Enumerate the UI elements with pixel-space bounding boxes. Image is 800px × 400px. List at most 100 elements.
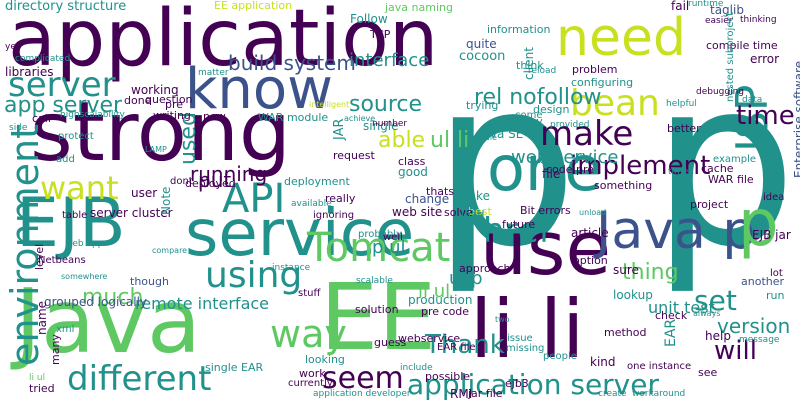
- cloud-word: build system: [228, 51, 356, 75]
- cloud-word: way: [270, 312, 347, 356]
- cloud-word: currently: [288, 378, 333, 389]
- cloud-word: thing: [622, 260, 679, 285]
- cloud-word: file: [542, 167, 561, 181]
- cloud-word: Bit errors: [520, 204, 571, 217]
- cloud-word: deployment: [284, 175, 350, 188]
- cloud-word: set: [694, 284, 737, 317]
- cloud-word: remote interface: [135, 294, 270, 313]
- cloud-word: will: [714, 336, 757, 366]
- cloud-word: deployed: [185, 177, 236, 190]
- cloud-word: intelligent: [309, 100, 350, 109]
- cloud-word: directory structure: [5, 0, 127, 14]
- cloud-word: module: [467, 133, 497, 142]
- cloud-word: make: [540, 114, 634, 154]
- cloud-word: seem: [322, 361, 404, 396]
- cloud-word: want: [40, 169, 119, 207]
- cloud-word: dont: [170, 176, 193, 187]
- cloud-word: server: [8, 65, 116, 105]
- cloud-word: production: [408, 293, 473, 307]
- cloud-word: li ul: [29, 373, 46, 383]
- cloud-word: table: [62, 210, 88, 221]
- cloud-word: data: [742, 95, 763, 105]
- cloud-word: unit test: [648, 298, 715, 317]
- cloud-word: name: [35, 300, 49, 335]
- cloud-word: EE application: [214, 0, 293, 12]
- cloud-word: lot: [770, 268, 783, 279]
- cloud-word: web site: [392, 205, 443, 219]
- cloud-word: li ul: [418, 281, 451, 302]
- cloud-word: highscalability: [60, 110, 125, 120]
- cloud-word: TCP: [370, 28, 391, 41]
- cloud-word: ignoring: [313, 210, 355, 221]
- cloud-word: lookup: [613, 288, 653, 302]
- cloud-word: check: [655, 309, 688, 322]
- cloud-word: possible: [425, 370, 471, 383]
- cloud-word: application: [8, 0, 439, 84]
- cloud-word: error: [750, 52, 780, 66]
- cloud-word: two: [495, 315, 510, 324]
- cloud-word: application server: [407, 368, 659, 400]
- cloud-word: work: [299, 367, 326, 380]
- cloud-word: protect: [58, 131, 94, 142]
- cloud-word: ul li: [430, 128, 470, 153]
- cloud-word: need: [556, 8, 686, 68]
- cloud-word: p p: [432, 31, 798, 298]
- cloud-word: able: [378, 128, 426, 153]
- cloud-word: use: [480, 206, 611, 292]
- cloud-word: writing: [153, 109, 191, 122]
- cloud-word: Follow: [350, 12, 388, 26]
- cloud-word: compare: [152, 246, 188, 255]
- cloud-word: EAR file: [437, 342, 476, 353]
- cloud-word: though: [130, 275, 169, 288]
- cloud-word: call: [32, 112, 51, 125]
- cloud-word: better: [667, 122, 701, 135]
- cloud-word: idea: [763, 192, 785, 203]
- cloud-word: single: [363, 119, 399, 133]
- cloud-word: WAR file: [708, 173, 754, 186]
- cloud-word: scalable: [356, 276, 393, 286]
- cloud-word: looking: [305, 353, 345, 366]
- cloud-word: solve: [444, 206, 473, 219]
- cloud-word: well: [383, 232, 403, 243]
- cloud-word: something: [594, 179, 653, 192]
- cloud-word: people: [543, 351, 577, 362]
- cloud-word: know: [185, 57, 333, 122]
- cloud-word: probably: [358, 229, 402, 240]
- cloud-word: rel nofollow: [474, 85, 602, 110]
- cloud-word: server cluster: [90, 206, 173, 220]
- cloud-word: API: [222, 176, 286, 222]
- cloud-word: really: [325, 192, 356, 205]
- cloud-word: workaround: [632, 389, 686, 399]
- cloud-word: Tomcat: [307, 225, 451, 271]
- cloud-word: problem: [572, 63, 618, 76]
- cloud-word: solution: [355, 303, 399, 316]
- cloud-word: RMI: [450, 387, 473, 400]
- cloud-word: webservice: [398, 332, 461, 345]
- cloud-word: one instance: [627, 361, 692, 372]
- cloud-word: code pre: [546, 163, 595, 176]
- cloud-word: different: [67, 359, 212, 399]
- cloud-word: reload: [528, 66, 557, 76]
- cloud-word: Netbeans: [38, 255, 86, 266]
- cloud-word: web service: [511, 147, 619, 168]
- cloud-word: Java p: [596, 201, 756, 261]
- cloud-word: done: [124, 94, 152, 107]
- cloud-word: ul p: [449, 268, 483, 289]
- cloud-word: time: [736, 101, 795, 131]
- cloud-word: issue: [507, 333, 533, 344]
- cloud-word: matter: [198, 68, 229, 78]
- cloud-word: class: [398, 155, 426, 168]
- cloud-word: project: [690, 198, 729, 211]
- cloud-word: java naming: [385, 1, 453, 14]
- cloud-word: EJB: [16, 184, 126, 263]
- cloud-word: kind: [590, 355, 616, 369]
- cloud-word: pre: [165, 98, 184, 111]
- cloud-word: EE: [320, 264, 437, 371]
- cloud-word: EJB jar: [752, 228, 791, 242]
- cloud-word: number: [372, 119, 408, 129]
- cloud-word: bean: [570, 83, 660, 124]
- cloud-word: article: [571, 226, 609, 240]
- cloud-word: now: [203, 110, 226, 123]
- cloud-word: user: [131, 186, 158, 200]
- cloud-word: runtime: [688, 0, 724, 9]
